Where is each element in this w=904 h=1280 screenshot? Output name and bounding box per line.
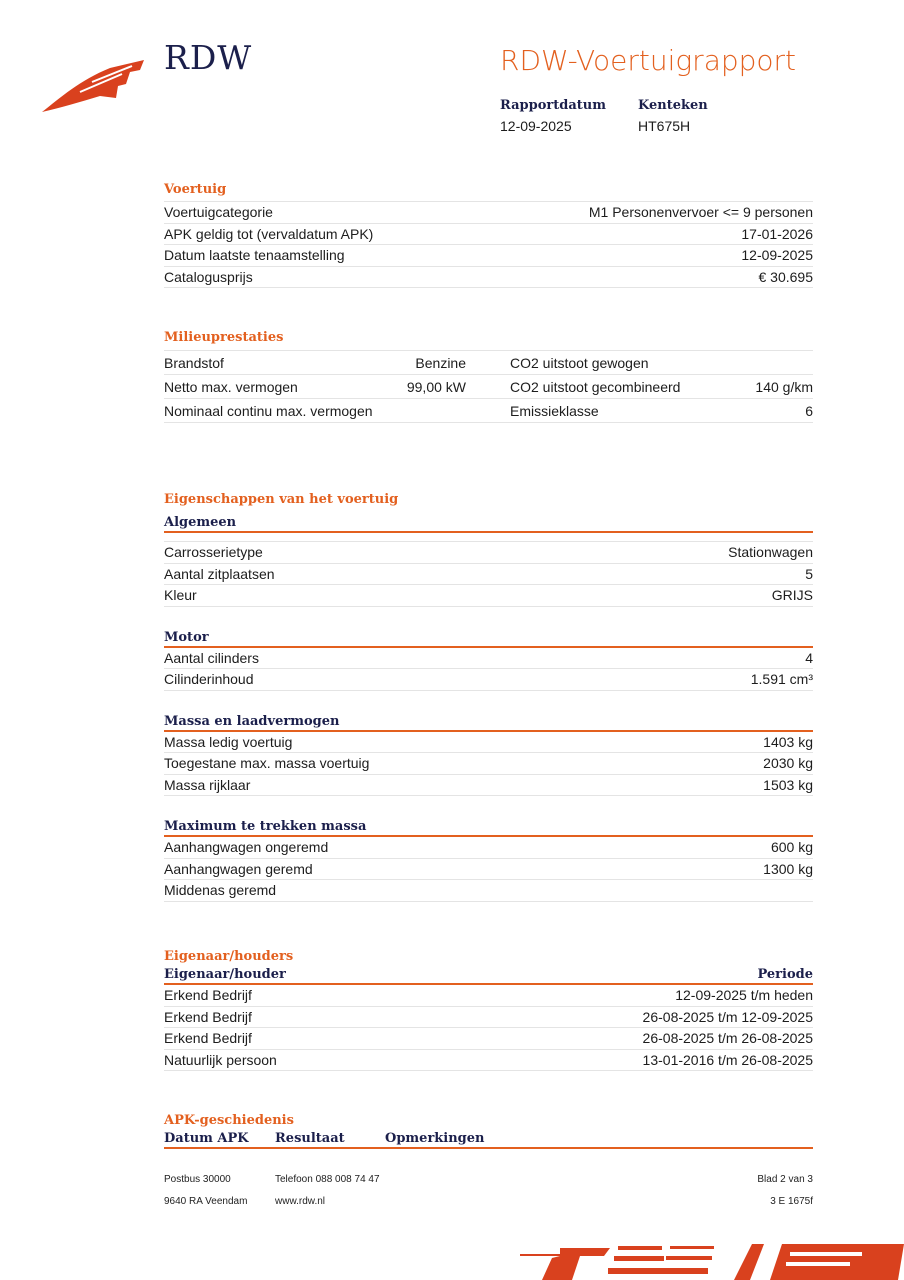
table-row: Cilinderinhoud 1.591 cm³ xyxy=(164,669,813,691)
row-value xyxy=(386,399,466,422)
row-value: 5 xyxy=(805,565,813,582)
footer-plaats: 9640 RA Veendam xyxy=(164,1196,248,1207)
row-label: Carrosserietype xyxy=(164,544,263,560)
row-value: 6 xyxy=(805,403,813,419)
row-label: Brandstof xyxy=(164,355,224,371)
row-label: Datum laatste tenaamstelling xyxy=(164,247,345,263)
table-row: Voertuigcategorie M1 Personenvervoer <= 9… xyxy=(164,202,813,224)
group-maximum-te-trekken-massa: Maximum te trekken massa Aanhangwagen ong… xyxy=(164,817,813,902)
row-label: Aantal cilinders xyxy=(164,649,259,666)
row-value: 1300 kg xyxy=(763,860,813,877)
group-motor: Motor Aantal cilinders 4 Cilinderinhoud 1.59… xyxy=(164,628,813,691)
row-value: 2030 kg xyxy=(763,755,813,771)
table-row: Nominaal continu max. vermogen Emissiekla… xyxy=(164,399,813,423)
row-value: 26-08-2025 t/m 26-08-2025 xyxy=(642,1030,813,1046)
row-value: 1503 kg xyxy=(763,776,813,793)
row-label: Netto max. vermogen xyxy=(164,379,298,395)
table-row: Brandstof Benzine CO2 uitstoot gewogen xyxy=(164,351,813,375)
section-eigenaar: Eigenaar/houders Eigenaar/houder Periode … xyxy=(164,950,813,1071)
group-massa-en-laadvermogen: Massa en laadvermogen Massa ledig voertui… xyxy=(164,712,813,796)
row-value: Stationwagen xyxy=(728,544,813,560)
row-value: 99,00 kW xyxy=(406,379,466,395)
table-row: Catalogusprijs € 30.695 xyxy=(164,267,814,288)
table-row: Massa rijklaar 1503 kg xyxy=(164,775,813,796)
brand-name: RDW xyxy=(164,38,253,77)
row-value: 13-01-2016 t/m 26-08-2025 xyxy=(642,1051,813,1068)
rdw-logo-feather-icon xyxy=(42,60,144,112)
table-row: Erkend Bedrijf 26-08-2025 t/m 26-08-2025 xyxy=(164,1028,813,1050)
row-value: € 30.695 xyxy=(758,268,814,285)
row-value: 1403 kg xyxy=(763,733,813,750)
row-label: Catalogusprijs xyxy=(164,268,253,285)
row-label: Erkend Bedrijf xyxy=(164,987,252,1003)
row-label: Massa ledig voertuig xyxy=(164,733,293,750)
table-row: APK geldig tot (vervaldatum APK) 17-01-20… xyxy=(164,224,813,245)
row-label: Cilinderinhoud xyxy=(164,671,254,687)
rapportdatum: Rapportdatum 12-09-2025 xyxy=(500,98,606,134)
table-row: Erkend Bedrijf 12-09-2025 t/m heden xyxy=(164,985,813,1007)
table-row: Aantal cilinders 4 xyxy=(164,648,813,669)
table-row: Aantal zitplaatsen 5 xyxy=(164,564,813,585)
footer-postbus: Postbus 30000 xyxy=(164,1174,231,1185)
row-value: 600 kg xyxy=(770,839,813,855)
rdw-license-plate-graphic-icon xyxy=(520,1244,904,1280)
row-label: APK geldig tot (vervaldatum APK) xyxy=(164,225,374,242)
row-label: Voertuigcategorie xyxy=(164,204,273,220)
section-eigenschappen: Eigenschappen van het voertuig Algemeen C… xyxy=(164,493,813,902)
row-value: M1 Personenvervoer <= 9 personen xyxy=(588,204,813,220)
row-value: 1.591 cm³ xyxy=(750,671,813,687)
row-label: Aantal zitplaatsen xyxy=(164,565,275,582)
table-row: Aanhangwagen ongeremd 600 kg xyxy=(164,837,813,859)
table-row: Toegestane max. massa voertuig 2030 kg xyxy=(164,753,813,775)
row-label: Erkend Bedrijf xyxy=(164,1008,252,1025)
section-apk: APK-geschiedenis Datum APK Resultaat Opmer… xyxy=(164,1114,813,1149)
footer-page-number: Blad 2 van 3 xyxy=(757,1174,813,1185)
row-label: CO2 uitstoot gecombineerd xyxy=(510,379,681,395)
row-label: Massa rijklaar xyxy=(164,776,251,793)
row-label: Natuurlijk persoon xyxy=(164,1051,277,1068)
section-voertuig: Voertuig Voertuigcategorie M1 Personenver… xyxy=(164,183,814,288)
row-value: 140 g/km xyxy=(755,379,813,395)
row-label: Middenas geremd xyxy=(164,882,277,898)
row-value: 12-09-2025 xyxy=(741,247,813,263)
row-value xyxy=(730,351,813,374)
row-label: CO2 uitstoot gewogen xyxy=(510,355,649,371)
row-value: 17-01-2026 xyxy=(741,225,813,242)
table-row: Natuurlijk persoon 13-01-2016 t/m 26-08-2… xyxy=(164,1050,813,1071)
footer-telefoon: Telefoon 088 008 74 47 xyxy=(275,1174,380,1185)
row-label: Nominaal continu max. vermogen xyxy=(164,403,373,419)
table-row: Carrosserietype Stationwagen xyxy=(164,542,813,564)
row-value: 26-08-2025 t/m 12-09-2025 xyxy=(642,1008,813,1025)
section-milieu: Milieuprestaties Brandstof Benzine CO2 uit… xyxy=(164,331,813,423)
row-label: Aanhangwagen ongeremd xyxy=(164,839,329,855)
row-label: Aanhangwagen geremd xyxy=(164,860,313,877)
table-row: Erkend Bedrijf 26-08-2025 t/m 12-09-2025 xyxy=(164,1007,813,1028)
row-label: Kleur xyxy=(164,587,197,603)
row-value: 12-09-2025 t/m heden xyxy=(675,987,813,1003)
row-label: Emissieklasse xyxy=(510,403,599,419)
table-row: Massa ledig voertuig 1403 kg xyxy=(164,732,813,753)
table-row: Kleur GRIJS xyxy=(164,585,813,607)
kenteken: Kenteken HT675H xyxy=(638,98,708,134)
row-value: GRIJS xyxy=(771,587,813,603)
footer-code: 3 E 1675f xyxy=(770,1196,813,1207)
table-row: Datum laatste tenaamstelling 12-09-2025 xyxy=(164,245,813,267)
table-row: Middenas geremd xyxy=(164,880,813,902)
table-row: Aanhangwagen geremd 1300 kg xyxy=(164,859,813,880)
table-row: Netto max. vermogen 99,00 kW CO2 uitstoot … xyxy=(164,375,813,399)
footer-web-link[interactable]: www.rdw.nl xyxy=(275,1196,326,1207)
row-value: Benzine xyxy=(415,355,466,371)
row-label: Toegestane max. massa voertuig xyxy=(164,755,370,771)
row-label: Erkend Bedrijf xyxy=(164,1030,252,1046)
row-value: 4 xyxy=(805,649,813,666)
page-title: RDW-Voertuigrapport xyxy=(500,44,797,77)
group-algemeen: Algemeen Carrosserietype Stationwagen Aanta… xyxy=(164,513,813,607)
